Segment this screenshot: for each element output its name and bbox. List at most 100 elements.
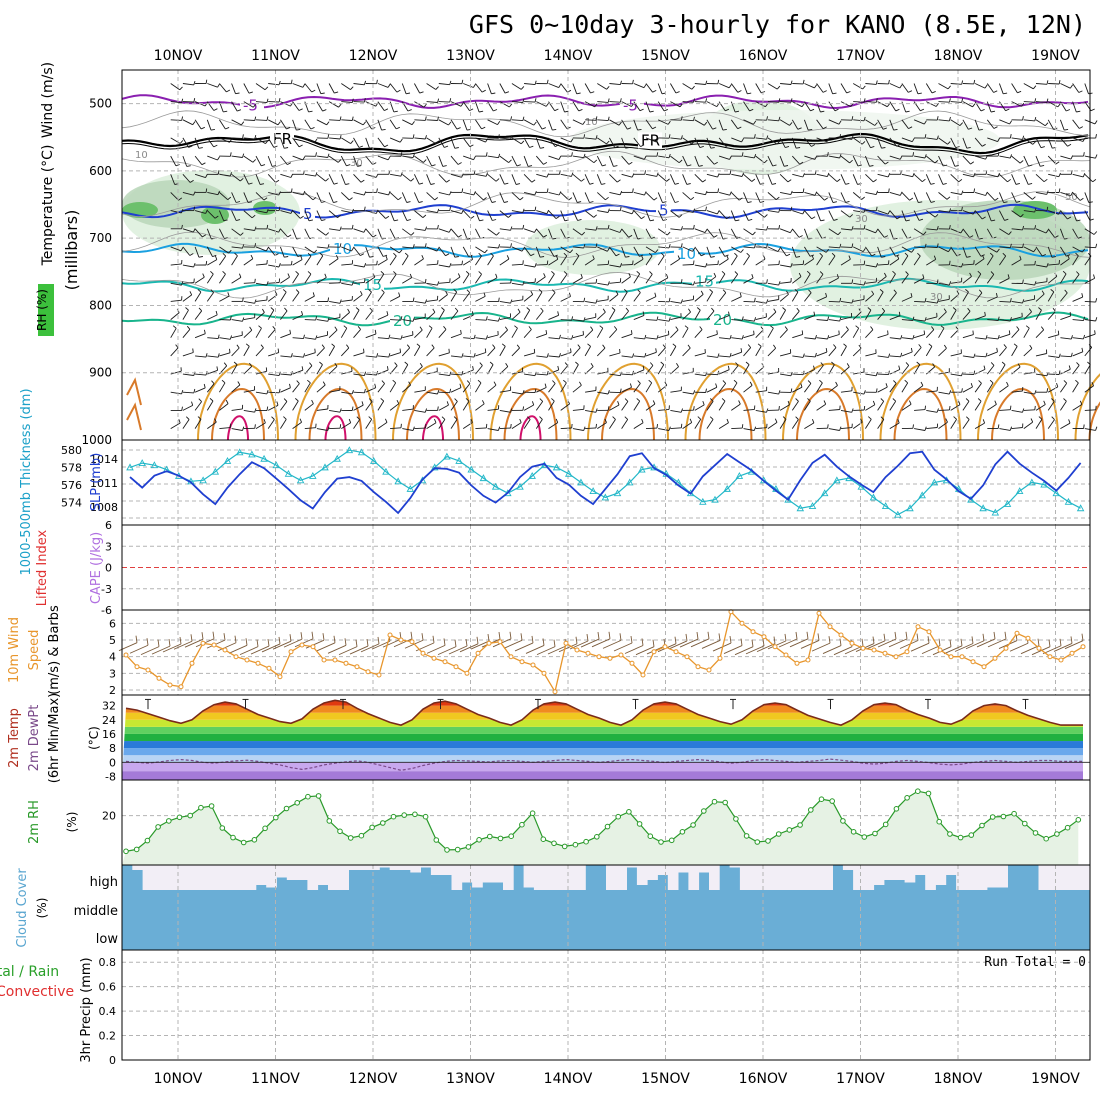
wind-barb — [767, 282, 779, 286]
wind-barb — [609, 373, 621, 377]
wind-barb — [926, 259, 936, 266]
wind-barb-10m — [982, 633, 985, 641]
wind-barb — [645, 337, 657, 340]
wind-barb — [487, 347, 496, 357]
wind-barb — [304, 403, 314, 411]
wind-barb — [913, 255, 921, 266]
wind-barb — [645, 246, 656, 253]
wind-barb — [807, 380, 812, 384]
wind-barb — [1048, 355, 1060, 358]
pressure-axis-title: (millibars) — [62, 210, 81, 291]
axis-labels: 500600700800900100010NOV10NOV11NOV11NOV1… — [0, 48, 1086, 1087]
wind-barb — [846, 91, 851, 94]
wind-barb — [754, 297, 756, 302]
rh-point — [818, 796, 825, 803]
temp-band — [122, 719, 1083, 727]
rh-point — [540, 836, 547, 843]
wind-barb — [450, 419, 458, 429]
wind-barb — [799, 161, 804, 165]
wind-barb — [755, 366, 765, 375]
wind-barb — [644, 170, 646, 175]
wind-barb — [243, 192, 249, 203]
wind-barb — [999, 319, 1011, 322]
wind-barb — [581, 178, 585, 182]
wind-barb — [987, 246, 998, 253]
wind-barb — [922, 274, 925, 279]
wind-barb — [786, 253, 791, 257]
wind-barb — [932, 363, 936, 368]
wind-barb — [717, 188, 720, 193]
cloud-high-gap — [945, 865, 957, 875]
total-rain-label: Total / Rain — [0, 964, 59, 980]
wind-barb — [316, 228, 327, 236]
cloud-high-gap — [791, 865, 803, 890]
wind-barb — [730, 255, 738, 266]
wind-barb — [414, 228, 426, 231]
precip-tick: 0.8 — [99, 956, 117, 969]
wind-barb — [798, 235, 803, 238]
wind-barb — [461, 79, 464, 84]
wind-barb — [1023, 101, 1035, 103]
wind-barb — [377, 292, 385, 302]
cloud-high-gap — [523, 865, 535, 888]
wind-barb-10m — [184, 638, 204, 648]
wind-barb — [609, 83, 621, 86]
wind-barb — [657, 277, 669, 284]
wind-barb — [949, 405, 951, 410]
wind-barb — [691, 140, 695, 145]
wind-barb — [597, 119, 609, 122]
wind-barb-10m — [756, 643, 776, 653]
wind-barb — [170, 391, 182, 395]
wind-barb — [217, 83, 220, 88]
wind-barb — [548, 314, 559, 321]
wind-barb-10m — [1081, 633, 1084, 641]
wind-barb — [816, 296, 827, 302]
wind-barb-10m — [751, 639, 754, 647]
wind-barb — [206, 383, 215, 393]
wind-barb — [278, 388, 281, 393]
thickness-point — [345, 446, 354, 454]
wind-barb — [899, 84, 903, 89]
rh-point — [1054, 831, 1060, 837]
wind-barb — [682, 347, 691, 357]
cloud-high-gap — [997, 865, 1008, 888]
temp-tick: -8 — [105, 770, 116, 783]
wind-barb-10m — [520, 633, 523, 641]
wind-barb — [548, 228, 553, 240]
wind-barb — [572, 155, 584, 159]
wind-barb — [621, 373, 633, 376]
wind-barb — [583, 243, 586, 249]
wind-barb — [304, 119, 312, 130]
wind-barb — [705, 80, 708, 85]
wind-barb — [741, 138, 744, 143]
wind-barb — [1022, 225, 1025, 231]
wind-barb — [778, 260, 780, 265]
wind-barb — [862, 85, 866, 90]
wind-barb-10m — [800, 640, 820, 649]
rh-point — [294, 800, 301, 806]
temp-tick: 32 — [102, 700, 116, 713]
wind-barb — [303, 353, 306, 358]
wind-barb — [197, 289, 202, 293]
wind-barb — [483, 197, 487, 201]
thickness-point — [735, 472, 744, 479]
wind-barb — [682, 327, 689, 338]
wind-barb — [296, 128, 301, 131]
wind-barb — [863, 390, 866, 395]
wind-barb — [292, 259, 303, 266]
wind-barb — [1068, 365, 1071, 370]
wind-barb — [978, 128, 983, 131]
slp-tick: 1014 — [90, 453, 118, 466]
wind-barb-10m — [866, 640, 886, 650]
wind-barb — [450, 333, 462, 339]
wind-barb — [351, 116, 354, 121]
wind-barb — [515, 183, 521, 185]
wind-barb — [217, 190, 220, 195]
wind-barb — [609, 294, 619, 302]
wind-barb — [840, 137, 852, 140]
wind-barb — [205, 173, 208, 178]
wind-barb — [192, 121, 196, 125]
wind-barb — [194, 401, 202, 411]
wind-speed-point — [827, 624, 833, 630]
wind-barb — [315, 316, 318, 321]
